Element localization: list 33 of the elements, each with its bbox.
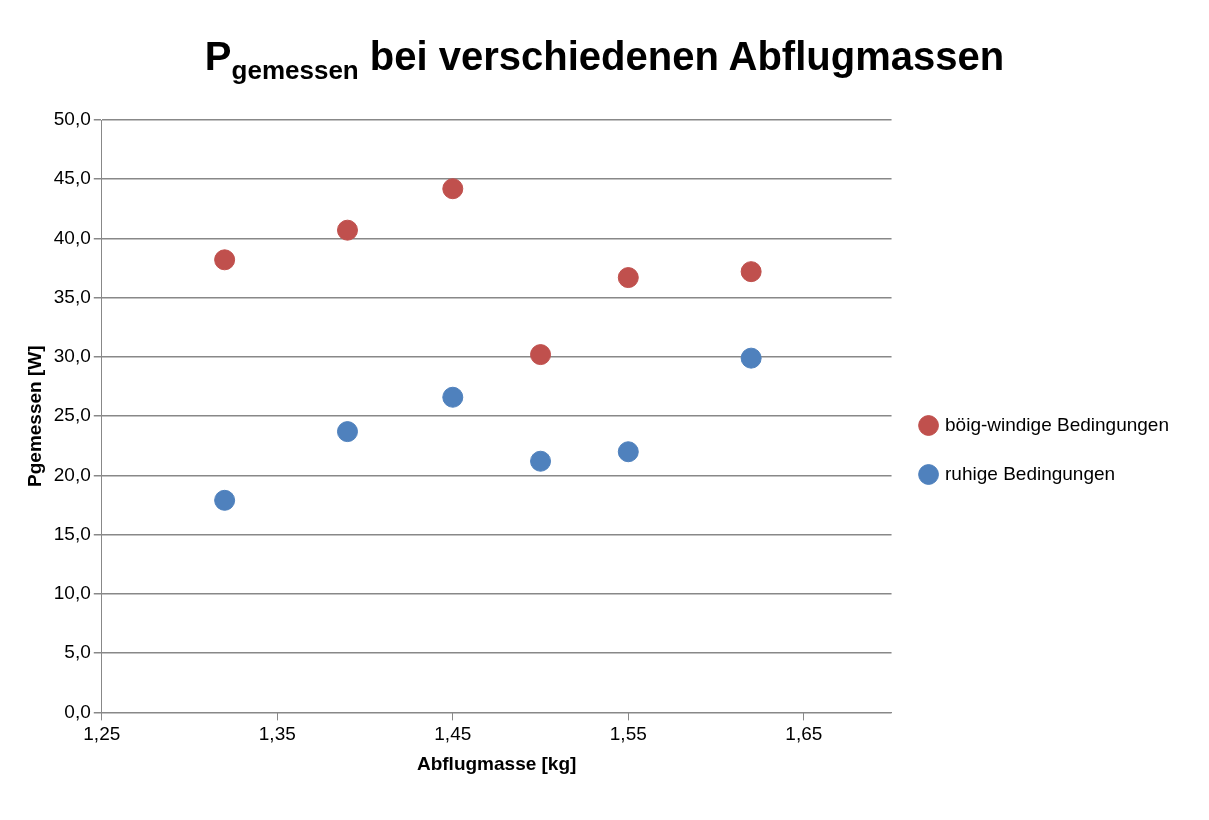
x-tick-label: 1,55 [609,723,647,745]
point [214,249,236,271]
y-tick-label: 35,0 [53,285,91,307]
point [740,347,762,369]
x-tick-label: 1,65 [785,723,823,745]
x-tick-label: 1,25 [83,723,121,745]
y-tick-label: 10,0 [53,582,91,604]
point [530,344,552,366]
point [214,489,236,511]
point [530,450,552,472]
y-tick-label: 15,0 [53,522,91,544]
legend-label: böig-windige Bedingungen [945,413,1170,435]
y-tick-label: 5,0 [64,641,91,663]
legend-label: ruhige Bedingungen [945,462,1116,484]
point [740,261,762,283]
point [442,386,464,408]
chart-title: P$_{gemessen}$ bei verschiedenen Abflugmassen [203,34,1006,86]
y-tick-label: 25,0 [53,404,91,426]
x-axis-title: Abflugmasse [kg] [416,752,577,774]
point [617,441,639,463]
y-tick-label: 40,0 [53,226,91,248]
y-tick-label: 45,0 [53,167,91,189]
x-tick-label: 1,45 [434,723,472,745]
point [617,267,639,289]
y-tick-label: 50,0 [53,108,91,130]
y-axis-title: Pgemessen [W] [23,345,45,487]
x-tick-label: 1,35 [258,723,296,745]
y-tick-label: 20,0 [53,463,91,485]
y-tick-label: 30,0 [53,345,91,367]
point [336,219,358,241]
y-tick-label: 0,0 [64,700,91,722]
point [442,178,464,200]
point [336,421,358,443]
